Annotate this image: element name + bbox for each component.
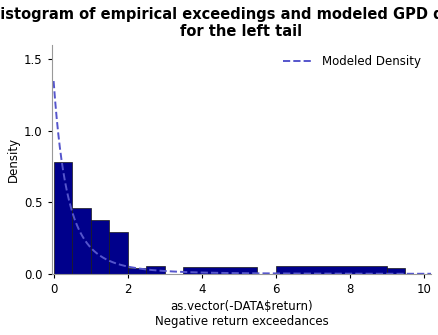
- Bar: [127, 268, 146, 274]
- Bar: [53, 162, 72, 274]
- X-axis label: as.vector(-DATA$return)
Negative return exceedances: as.vector(-DATA$return) Negative return …: [154, 300, 328, 328]
- Legend: Modeled Density: Modeled Density: [277, 51, 424, 73]
- Bar: [275, 266, 386, 274]
- Bar: [183, 267, 257, 274]
- Bar: [90, 220, 109, 274]
- Bar: [386, 268, 404, 274]
- Bar: [146, 266, 164, 274]
- Y-axis label: Density: Density: [7, 137, 20, 182]
- Bar: [72, 208, 90, 274]
- Title: Histogram of empirical exceedings and modeled GPD density
for the left tail: Histogram of empirical exceedings and mo…: [0, 7, 438, 39]
- Bar: [109, 231, 127, 274]
